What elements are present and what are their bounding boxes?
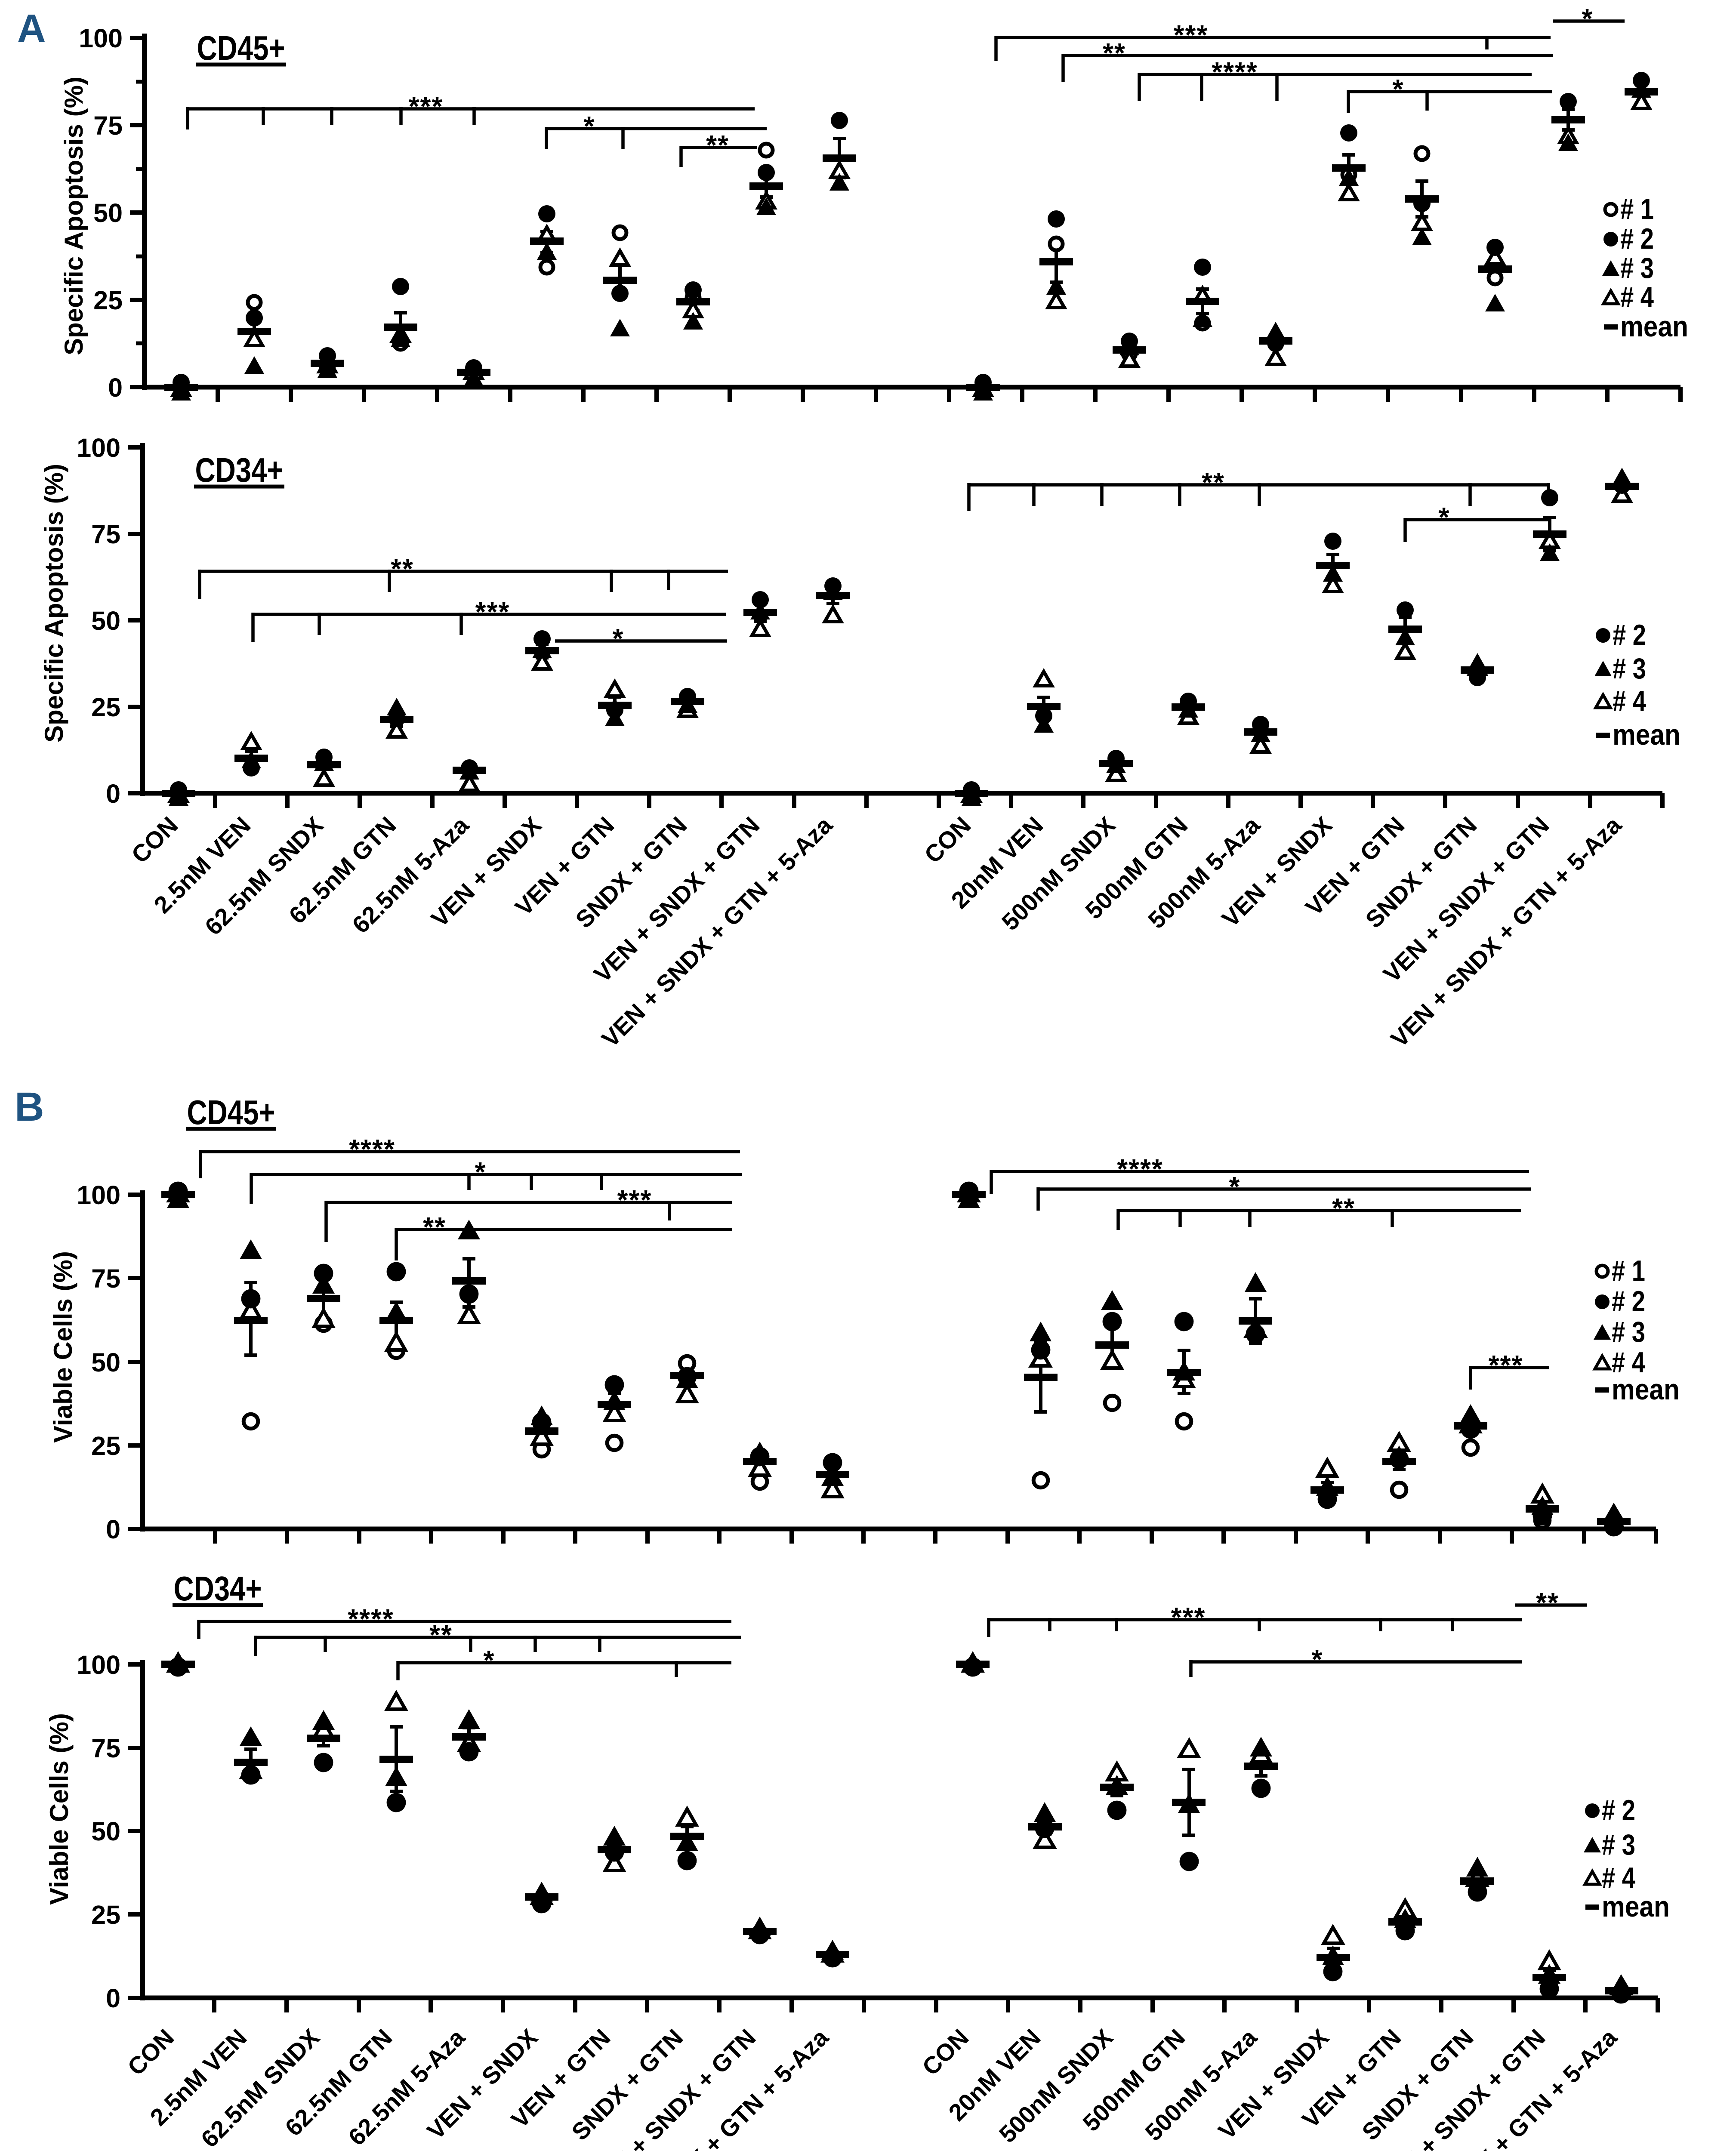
svg-text:0: 0 [106, 779, 120, 808]
svg-text:mean: mean [1613, 718, 1680, 751]
svg-text:# 4: # 4 [1612, 1346, 1645, 1379]
svg-text:# 4: # 4 [1620, 281, 1654, 314]
svg-text:**: ** [706, 129, 729, 160]
svg-text:# 3: # 3 [1620, 252, 1654, 284]
svg-text:A: A [17, 6, 46, 50]
svg-text:# 2: # 2 [1612, 1285, 1645, 1318]
svg-text:*: * [1393, 74, 1404, 105]
svg-text:*: * [584, 111, 595, 142]
svg-text:# 3: # 3 [1613, 652, 1646, 685]
svg-text:# 3: # 3 [1612, 1316, 1645, 1348]
svg-text:****: **** [1117, 1153, 1163, 1184]
svg-text:***: *** [1174, 19, 1209, 50]
svg-text:****: **** [1212, 56, 1258, 87]
svg-text:***: *** [475, 596, 510, 627]
svg-text:75: 75 [91, 1734, 120, 1763]
svg-text:25: 25 [91, 1900, 120, 1929]
svg-text:25: 25 [91, 1431, 120, 1461]
svg-text:0: 0 [106, 1515, 120, 1544]
svg-text:Specific Apoptosis (%): Specific Apoptosis (%) [59, 77, 88, 355]
svg-text:mean: mean [1602, 1890, 1670, 1923]
svg-text:**: ** [429, 1619, 453, 1650]
svg-text:*: * [1439, 502, 1450, 533]
svg-text:*: * [484, 1645, 495, 1676]
svg-text:***: *** [409, 91, 444, 122]
svg-text:# 4: # 4 [1613, 685, 1646, 718]
svg-text:# 2: # 2 [1602, 1794, 1635, 1827]
svg-text:*: * [1582, 3, 1594, 34]
svg-text:# 2: # 2 [1620, 222, 1654, 255]
svg-text:CD34+: CD34+ [195, 451, 284, 489]
svg-text:**: ** [1103, 37, 1126, 68]
svg-text:75: 75 [91, 1264, 120, 1293]
svg-text:75: 75 [93, 111, 123, 140]
svg-text:50: 50 [93, 198, 123, 228]
svg-text:100: 100 [79, 24, 123, 53]
svg-text:# 1: # 1 [1612, 1254, 1645, 1287]
svg-text:B: B [15, 1084, 44, 1130]
svg-text:*: * [475, 1156, 487, 1187]
svg-text:**: ** [1536, 1587, 1559, 1618]
svg-text:50: 50 [91, 1817, 120, 1846]
svg-text:0: 0 [108, 373, 123, 402]
svg-text:***: *** [1489, 1350, 1523, 1381]
svg-text:**: ** [1202, 467, 1225, 498]
svg-text:****: **** [348, 1603, 394, 1634]
svg-text:****: **** [349, 1134, 395, 1165]
svg-text:CD34+: CD34+ [174, 1569, 262, 1608]
svg-text:100: 100 [77, 433, 120, 462]
svg-text:*: * [1229, 1171, 1241, 1202]
svg-text:50: 50 [91, 1348, 120, 1377]
svg-text:# 3: # 3 [1602, 1828, 1635, 1861]
svg-text:25: 25 [93, 286, 123, 315]
svg-text:**: ** [1332, 1193, 1355, 1223]
svg-text:# 1: # 1 [1620, 193, 1654, 225]
svg-text:mean: mean [1620, 310, 1688, 343]
svg-text:Viable Cells (%): Viable Cells (%) [49, 1251, 77, 1443]
svg-text:CD45+: CD45+ [187, 1093, 275, 1131]
svg-text:Specific Apoptosis (%): Specific Apoptosis (%) [40, 464, 68, 743]
svg-text:CD45+: CD45+ [197, 29, 285, 67]
svg-text:# 2: # 2 [1613, 619, 1646, 651]
svg-text:75: 75 [91, 520, 120, 549]
svg-text:***: *** [1171, 1602, 1206, 1633]
svg-text:100: 100 [77, 1650, 120, 1680]
svg-text:0: 0 [106, 1984, 120, 2013]
svg-text:**: ** [423, 1211, 446, 1242]
svg-text:***: *** [617, 1184, 652, 1215]
svg-text:**: ** [391, 553, 414, 584]
svg-text:mean: mean [1612, 1373, 1680, 1406]
svg-text:*: * [1312, 1644, 1323, 1675]
svg-text:100: 100 [77, 1180, 120, 1210]
svg-text:Viable Cells (%): Viable Cells (%) [45, 1713, 74, 1905]
svg-text:25: 25 [91, 693, 120, 722]
svg-text:*: * [613, 623, 624, 654]
svg-text:# 4: # 4 [1602, 1861, 1635, 1894]
svg-text:50: 50 [91, 606, 120, 635]
